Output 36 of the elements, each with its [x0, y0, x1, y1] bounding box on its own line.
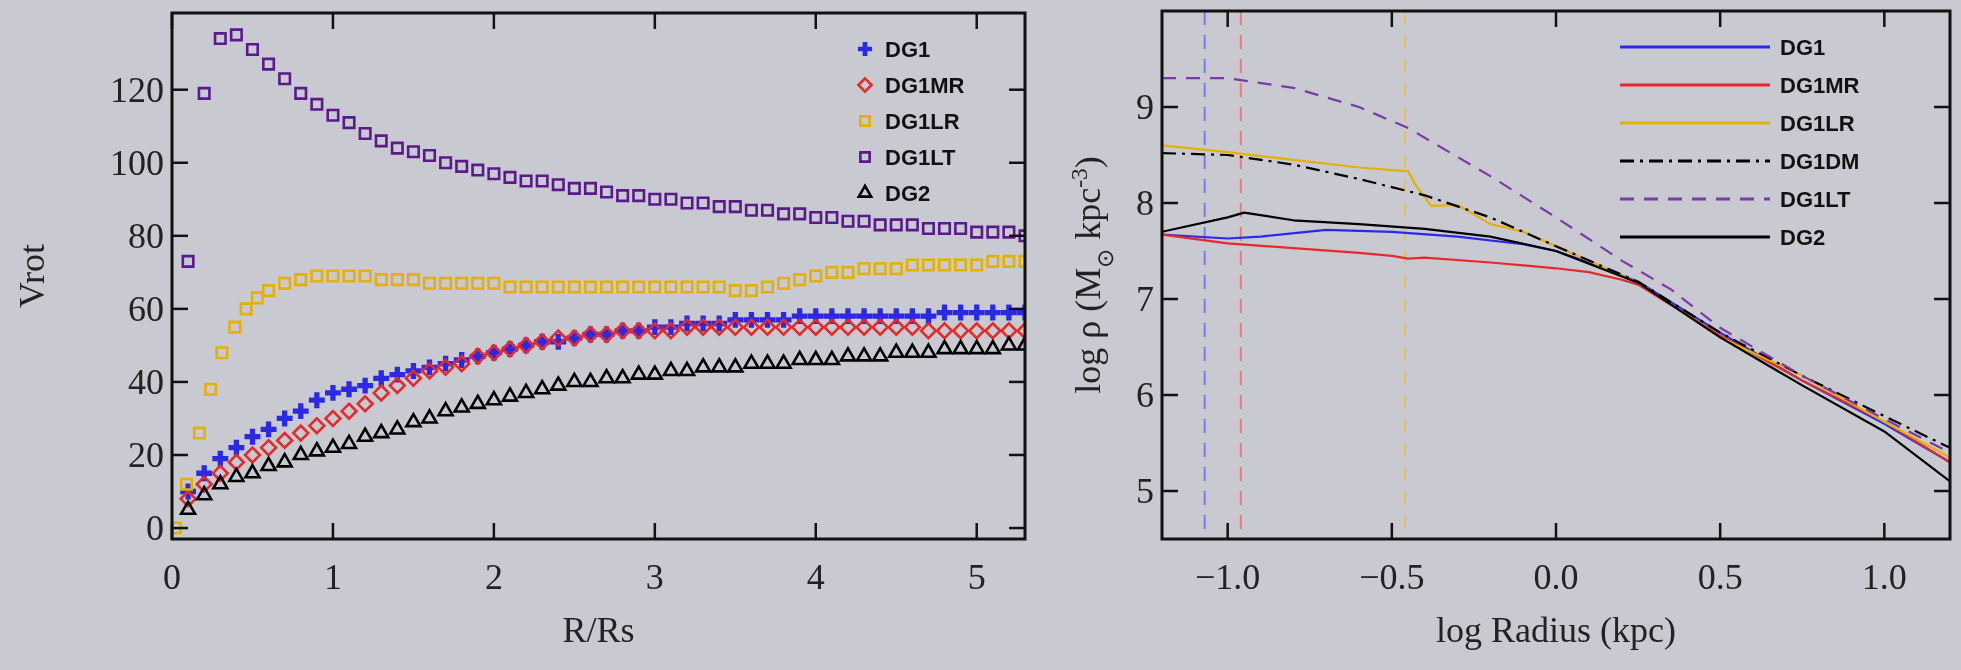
legend-label: DG1MR	[885, 73, 965, 98]
y-tick-label: 9	[1136, 87, 1154, 127]
x-axis-title: R/Rs	[562, 610, 635, 650]
x-tick-label: −0.5	[1359, 557, 1425, 597]
y-tick-label: 7	[1136, 279, 1154, 319]
legend-label: DG1	[1780, 35, 1826, 60]
y-tick-label: 100	[110, 142, 164, 183]
y-tick-label: 5	[1136, 471, 1154, 511]
legend-label: DG1LR	[1780, 111, 1855, 136]
y-tick-label: 6	[1136, 375, 1154, 415]
y-axis-title: Vrot	[12, 244, 52, 308]
x-tick-label: 4	[806, 557, 825, 597]
y-tick-label: 40	[128, 361, 164, 402]
y-tick-label: 20	[128, 434, 164, 475]
legend-label: DG1LT	[885, 145, 957, 170]
y-tick-label: 60	[128, 288, 164, 329]
x-tick-label: 0.5	[1697, 557, 1743, 597]
x-tick-label: 1.0	[1861, 557, 1907, 597]
x-tick-label: −1.0	[1195, 557, 1261, 597]
legend-label: DG1LR	[885, 109, 960, 134]
y-tick-label: 8	[1136, 183, 1154, 223]
legend-label: DG1LT	[1780, 187, 1852, 212]
legend-label: DG1MR	[1780, 73, 1860, 98]
x-tick-label: 2	[484, 557, 503, 597]
y-tick-label: 80	[128, 215, 164, 256]
legend-label: DG2	[1780, 225, 1826, 250]
x-axis-title: log Radius (kpc)	[1436, 610, 1676, 650]
legend-label: DG1	[885, 37, 931, 62]
x-tick-label: 5	[967, 557, 986, 597]
legend-label: DG1DM	[1780, 149, 1860, 174]
legend-label: DG2	[885, 181, 931, 206]
y-tick-label: 0	[146, 508, 164, 549]
x-tick-label: 0.0	[1533, 557, 1579, 597]
x-tick-label: 3	[645, 557, 664, 597]
x-tick-label: 1	[323, 557, 342, 597]
y-tick-label: 120	[110, 69, 164, 110]
